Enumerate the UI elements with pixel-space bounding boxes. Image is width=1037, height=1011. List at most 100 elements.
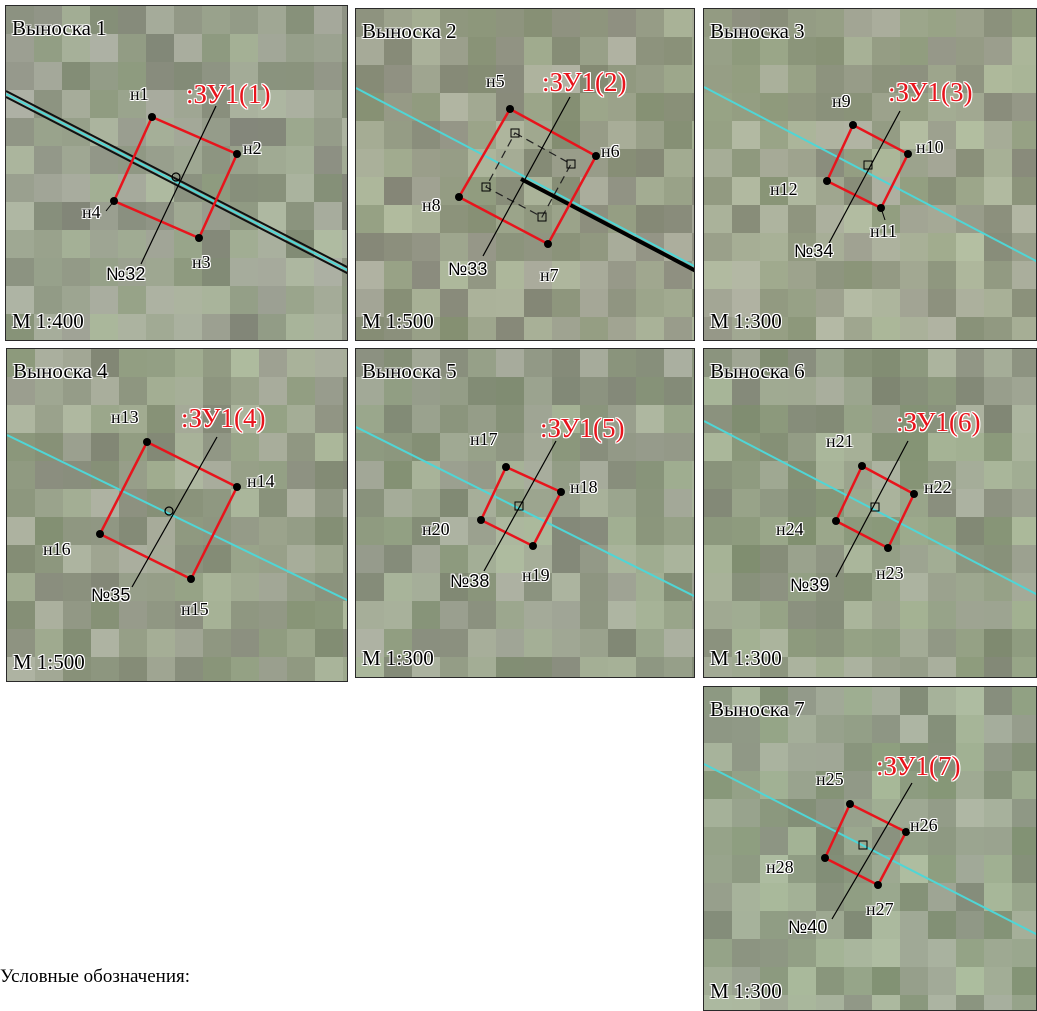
imagery-tile (286, 34, 314, 62)
imagery-tile (608, 405, 636, 433)
callout-title: Выноска 6 (710, 359, 805, 383)
imagery-tile (732, 743, 760, 771)
imagery-tile (356, 349, 384, 377)
imagery-tile (900, 799, 928, 827)
imagery-tile (732, 93, 760, 121)
imagery-tile (788, 233, 816, 261)
imagery-tile (732, 317, 760, 340)
imagery-tile (956, 771, 984, 799)
point-label: н19 (522, 565, 550, 585)
imagery-tile (928, 377, 956, 405)
imagery-tile (259, 657, 287, 681)
imagery-tile (175, 377, 203, 405)
imagery-tile (440, 317, 468, 340)
imagery-tile (1012, 995, 1036, 1010)
imagery-tile (286, 286, 314, 314)
imagery-tile (928, 573, 956, 601)
imagery-tile (664, 289, 692, 317)
imagery-tile (174, 258, 202, 286)
imagery-tile (664, 629, 692, 657)
imagery-tile (63, 629, 91, 657)
callout-title: Выноска 3 (710, 19, 805, 43)
imagery-tile (788, 149, 816, 177)
imagery-tile (440, 149, 468, 177)
imagery-tile (760, 743, 788, 771)
imagery-tile (356, 289, 384, 317)
imagery-tile (496, 261, 524, 289)
imagery-tile (175, 545, 203, 573)
imagery-tile (732, 9, 760, 37)
imagery-tile (900, 573, 928, 601)
imagery-tile (928, 9, 956, 37)
imagery-tile (258, 314, 286, 340)
imagery-tile (412, 93, 440, 121)
imagery-tile (342, 6, 347, 34)
imagery-tile (203, 601, 231, 629)
imagery-tile (552, 545, 580, 573)
imagery-tile (314, 90, 342, 118)
imagery-tile (760, 149, 788, 177)
imagery-tile (872, 687, 900, 715)
imagery-tile (314, 34, 342, 62)
imagery-tile (928, 855, 956, 883)
imagery-tile (732, 855, 760, 883)
imagery-tile (287, 545, 315, 573)
imagery-tile (580, 629, 608, 657)
imagery-tile (732, 715, 760, 743)
imagery-tile (7, 405, 35, 433)
imagery-tile (524, 289, 552, 317)
imagery-tile (900, 205, 928, 233)
imagery-tile (984, 433, 1012, 461)
imagery-tile (636, 149, 664, 177)
imagery-tile (928, 205, 956, 233)
imagery-tile (732, 289, 760, 317)
imagery-tile (580, 317, 608, 340)
imagery-tile (91, 377, 119, 405)
leader-line (827, 110, 901, 246)
imagery-tile (844, 601, 872, 629)
imagery-tile (384, 289, 412, 317)
imagery-tile (147, 433, 175, 461)
imagery-tile (356, 317, 384, 340)
imagery-tile (692, 349, 694, 377)
imagery-tile (118, 202, 146, 230)
imagery-tile (147, 517, 175, 545)
imagery-tile (788, 657, 816, 677)
imagery-tile (231, 517, 259, 545)
map-overlay-3 (704, 86, 1036, 263)
imagery-tile (412, 149, 440, 177)
imagery-tile (62, 314, 90, 340)
imagery-tile (286, 62, 314, 90)
imagery-tile (692, 601, 694, 629)
imagery-tile (147, 601, 175, 629)
point-label: н2 (243, 138, 262, 158)
imagery-tile (844, 377, 872, 405)
imagery-tile (524, 405, 552, 433)
scale-label: М 1:300 (710, 646, 782, 670)
imagery-tile (356, 573, 384, 601)
imagery-tile (636, 489, 664, 517)
imagery-tile (608, 9, 636, 37)
imagery-tile (468, 233, 496, 261)
boundary-edge (151, 115, 238, 156)
imagery-tile (580, 489, 608, 517)
vertex-point (849, 121, 857, 129)
imagery-tile (928, 405, 956, 433)
imagery-tile (119, 405, 147, 433)
imagery-tile (1012, 489, 1036, 517)
imagery-tile (732, 573, 760, 601)
imagery-tile (1012, 205, 1036, 233)
imagery-tile (788, 883, 816, 911)
scale-label: М 1:300 (710, 309, 782, 333)
imagery-tile (356, 601, 384, 629)
imagery-tile (900, 289, 928, 317)
imagery-tile (440, 489, 468, 517)
point-label: н12 (770, 179, 798, 199)
imagery-tile (552, 573, 580, 601)
imagery-tile (872, 715, 900, 743)
imagery-tile (468, 349, 496, 377)
imagery-tile (343, 517, 347, 545)
imagery-tile (872, 629, 900, 657)
callout-title: Выноска 7 (710, 697, 805, 721)
imagery-tile (552, 629, 580, 657)
